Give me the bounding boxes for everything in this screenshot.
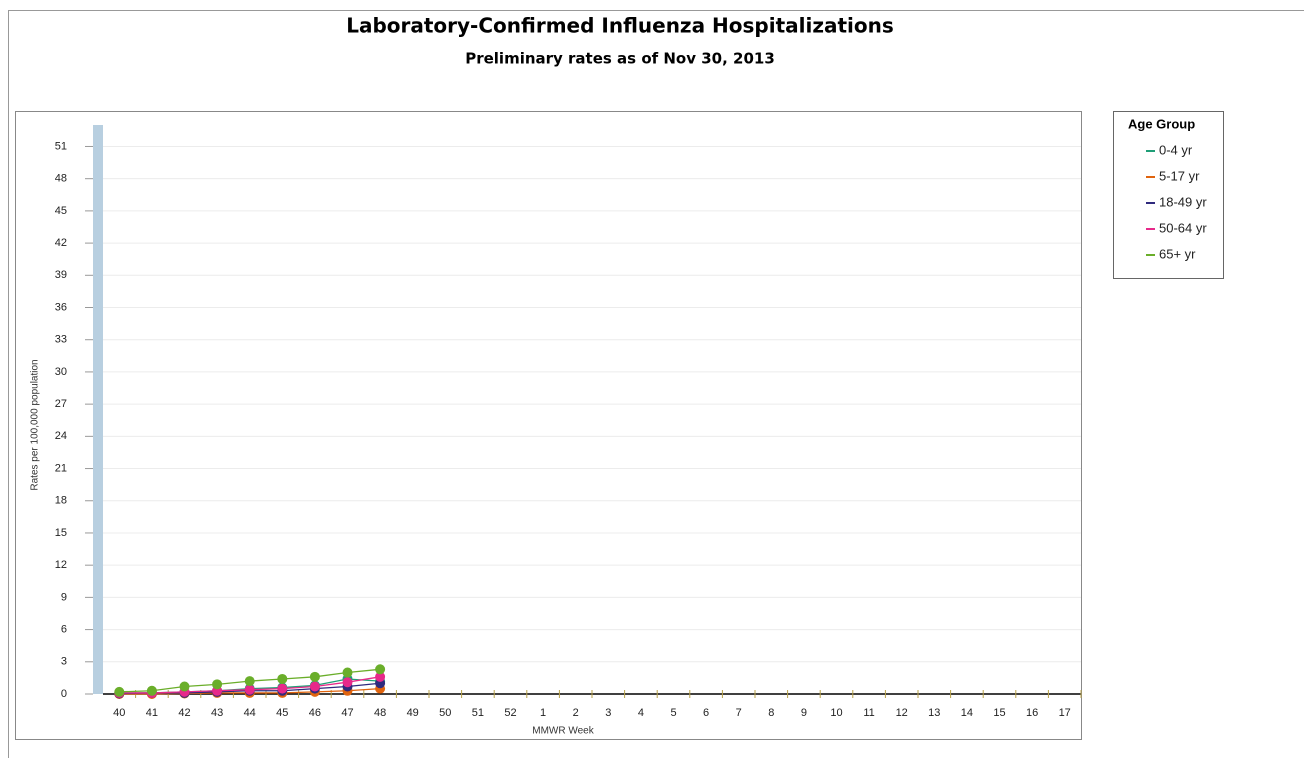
point xyxy=(147,686,157,696)
point xyxy=(310,681,320,691)
axis-band xyxy=(93,125,103,694)
y-tick-label: 30 xyxy=(55,366,67,378)
y-tick-label: 33 xyxy=(55,334,67,346)
legend-label: 50-64 yr xyxy=(1159,220,1207,235)
x-tick-label: 46 xyxy=(309,707,321,719)
x-tick-label: 3 xyxy=(605,707,611,719)
x-tick-label: 4 xyxy=(638,707,644,719)
point xyxy=(277,674,287,684)
y-tick-label: 24 xyxy=(55,430,67,442)
y-tick-label: 6 xyxy=(61,623,67,635)
plot-border xyxy=(16,112,1082,740)
frame xyxy=(9,11,1304,759)
y-axis-label: Rates per 100,000 population xyxy=(30,359,41,490)
x-tick-label: 47 xyxy=(341,707,353,719)
point xyxy=(212,679,222,689)
point xyxy=(343,668,353,678)
x-axis-label: MMWR Week xyxy=(532,726,594,737)
legend-label: 18-49 yr xyxy=(1159,194,1207,209)
x-tick-label: 16 xyxy=(1026,707,1038,719)
y-tick-label: 18 xyxy=(55,495,67,507)
chart-subtitle: Preliminary rates as of Nov 30, 2013 xyxy=(465,50,775,68)
y-tick-label: 39 xyxy=(55,269,67,281)
legend-label: 65+ yr xyxy=(1159,246,1196,261)
point xyxy=(180,681,190,691)
chart-title: Laboratory-Confirmed Influenza Hospitali… xyxy=(346,14,894,38)
x-tick-label: 7 xyxy=(736,707,742,719)
x-tick-label: 52 xyxy=(504,707,516,719)
legend-title: Age Group xyxy=(1128,116,1195,131)
y-tick-label: 21 xyxy=(55,462,67,474)
y-tick-label: 36 xyxy=(55,301,67,313)
x-tick-label: 15 xyxy=(993,707,1005,719)
x-tick-label: 5 xyxy=(670,707,676,719)
x-tick-label: 50 xyxy=(439,707,451,719)
x-tick-label: 49 xyxy=(407,707,419,719)
y-tick-label: 9 xyxy=(61,591,67,603)
y-tick-label: 27 xyxy=(55,398,67,410)
x-tick-label: 41 xyxy=(146,707,158,719)
point xyxy=(310,672,320,682)
point xyxy=(114,687,124,697)
x-tick-label: 42 xyxy=(178,707,190,719)
y-tick-label: 15 xyxy=(55,527,67,539)
x-tick-label: 45 xyxy=(276,707,288,719)
y-tick-label: 0 xyxy=(61,688,67,700)
x-tick-label: 43 xyxy=(211,707,223,719)
y-tick-label: 12 xyxy=(55,559,67,571)
point xyxy=(277,684,287,694)
x-tick-label: 13 xyxy=(928,707,940,719)
y-tick-label: 51 xyxy=(55,140,67,152)
y-tick-label: 48 xyxy=(55,173,67,185)
x-tick-label: 2 xyxy=(573,707,579,719)
x-tick-label: 9 xyxy=(801,707,807,719)
x-tick-label: 17 xyxy=(1059,707,1071,719)
x-tick-label: 12 xyxy=(896,707,908,719)
x-tick-label: 14 xyxy=(961,707,973,719)
legend-label: 0-4 yr xyxy=(1159,142,1193,157)
x-tick-label: 48 xyxy=(374,707,386,719)
x-tick-label: 8 xyxy=(768,707,774,719)
legend-label: 5-17 yr xyxy=(1159,168,1200,183)
point xyxy=(245,676,255,686)
point xyxy=(343,677,353,687)
y-tick-label: 45 xyxy=(55,205,67,217)
y-tick-label: 3 xyxy=(61,656,67,668)
x-tick-label: 1 xyxy=(540,707,546,719)
x-tick-label: 6 xyxy=(703,707,709,719)
x-tick-label: 51 xyxy=(472,707,484,719)
point xyxy=(375,664,385,674)
y-tick-label: 42 xyxy=(55,237,67,249)
x-tick-label: 11 xyxy=(863,707,874,719)
x-tick-label: 10 xyxy=(830,707,842,719)
x-tick-label: 40 xyxy=(113,707,125,719)
point xyxy=(245,685,255,695)
x-tick-label: 44 xyxy=(244,707,256,719)
